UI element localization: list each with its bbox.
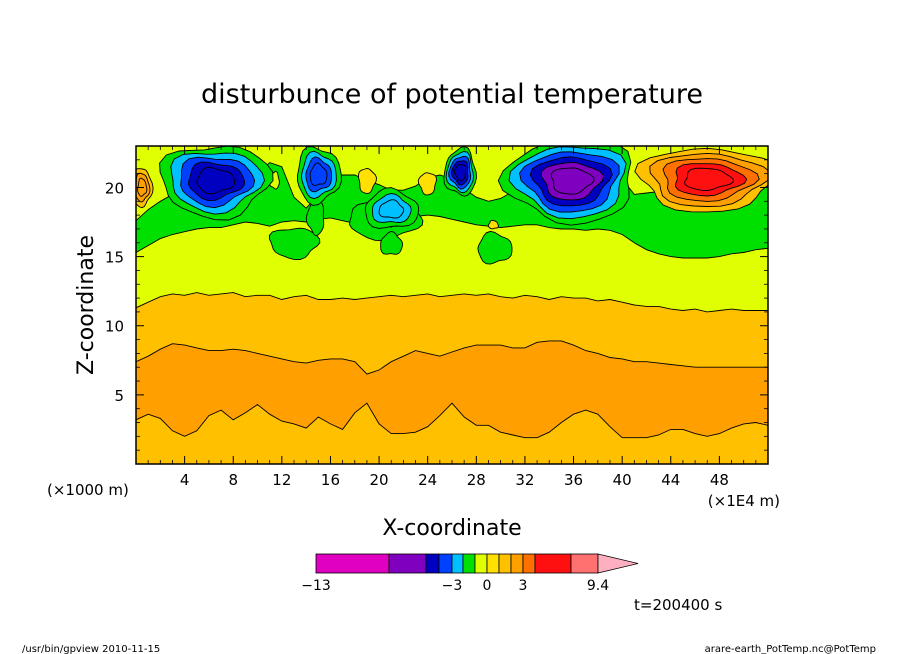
y-tick-label: 20	[105, 179, 124, 197]
x-scale-note: (×1E4 m)	[708, 492, 780, 510]
colorbar-bin	[451, 553, 464, 574]
colorbar-bin	[462, 553, 476, 574]
footer-right: arare-earth_PotTemp.nc@PotTemp	[705, 644, 876, 654]
band-light-orange-bottom	[136, 403, 768, 464]
contour-island	[357, 168, 377, 194]
y-tick-label: 15	[105, 249, 124, 267]
x-tick-label: 28	[467, 471, 486, 489]
colorbar-labels: −13 −3 0 3 9.4	[301, 578, 609, 594]
x-tick-label: 4	[180, 471, 190, 489]
y-axis: 5 10 15 20	[105, 159, 768, 451]
colorbar-overflow-arrow	[597, 553, 639, 574]
contour-island	[487, 219, 499, 230]
contour-line	[136, 214, 768, 259]
colorbar-bin	[510, 553, 524, 574]
contour-cell	[196, 166, 236, 195]
band-orange	[136, 340, 768, 438]
y-scale-note: (×1000 m)	[47, 481, 129, 499]
x-tick-label: 32	[515, 471, 534, 489]
colorbar-label: 9.4	[587, 578, 609, 594]
band-yellow-top	[136, 146, 768, 221]
x-tick-label: 36	[564, 471, 583, 489]
chart-title: disturbunce of potential temperature	[201, 79, 703, 110]
colorbar-label: 0	[483, 578, 492, 594]
contour-cell	[453, 164, 467, 182]
footer-left: /usr/bin/gpview 2010-11-15	[22, 644, 160, 654]
colorbar-label: 3	[519, 578, 528, 594]
plot-area	[136, 146, 768, 464]
x-axis: 4 8 12 16 20 24 28 32 36 40 44 48	[147, 146, 757, 489]
colorbar-bin	[570, 553, 599, 574]
contour-island	[268, 227, 321, 260]
x-tick-label: 44	[661, 471, 680, 489]
colorbar	[315, 553, 639, 574]
colorbar-bin	[438, 553, 453, 574]
contour-line	[136, 340, 768, 375]
y-axis-label: Z-coordinate	[74, 235, 99, 375]
time-annotation: t=200400 s	[634, 596, 722, 614]
x-tick-label: 12	[272, 471, 291, 489]
contour-island	[477, 230, 513, 265]
contour-island	[417, 172, 437, 196]
colorbar-bin	[315, 553, 390, 574]
contour-cell	[378, 199, 405, 219]
contour-island	[380, 231, 404, 255]
y-tick-label: 10	[105, 318, 124, 336]
colorbar-bin	[388, 553, 427, 574]
contour-line	[136, 292, 768, 313]
x-tick-label: 40	[613, 471, 632, 489]
x-axis-label: X-coordinate	[382, 516, 521, 541]
contour-cell	[550, 167, 595, 195]
colorbar-bin	[498, 553, 512, 574]
contour-line	[136, 402, 768, 439]
colorbar-bin	[474, 553, 488, 574]
y-tick-label: 5	[114, 387, 124, 405]
x-tick-label: 8	[228, 471, 238, 489]
x-tick-label: 24	[418, 471, 437, 489]
x-tick-label: 16	[321, 471, 340, 489]
colorbar-bin	[522, 553, 536, 574]
contour-cell	[684, 167, 734, 191]
colorbar-bin	[534, 553, 572, 574]
x-tick-label: 48	[710, 471, 729, 489]
colorbar-bin	[486, 553, 500, 574]
colorbar-label: −13	[301, 578, 331, 594]
colorbar-label: −3	[442, 578, 463, 594]
contour-cell	[309, 162, 328, 186]
colorbar-bin	[425, 553, 440, 574]
x-tick-label: 20	[370, 471, 389, 489]
